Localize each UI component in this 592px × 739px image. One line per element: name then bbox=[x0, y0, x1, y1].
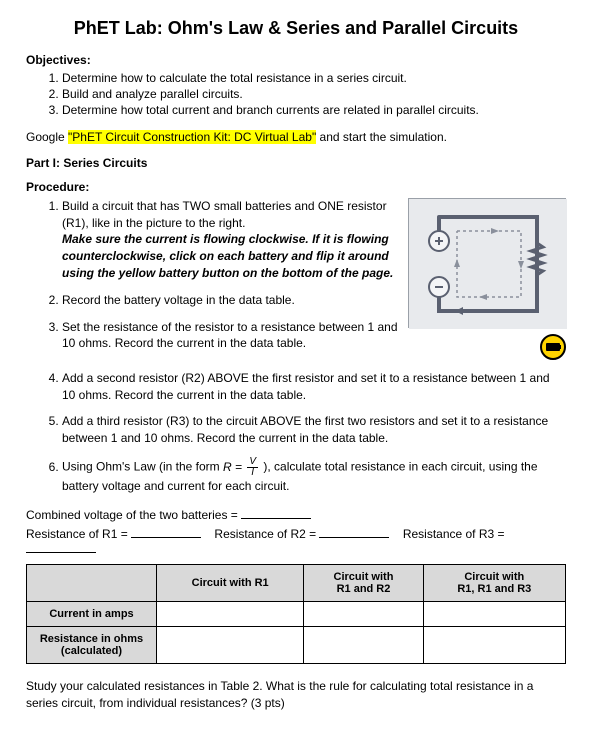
page-title: PhET Lab: Ohm's Law & Series and Paralle… bbox=[26, 18, 566, 39]
text: Circuit with bbox=[464, 571, 524, 583]
col-header: Circuit with R1 bbox=[157, 564, 304, 601]
table-cell bbox=[423, 601, 565, 626]
table-cell bbox=[304, 626, 423, 663]
text: Circuit with bbox=[334, 571, 394, 583]
list-item: Using Ohm's Law (in the form R = VI ), c… bbox=[62, 457, 566, 495]
circuit-figure bbox=[408, 198, 566, 328]
formula-lhs: R = bbox=[223, 460, 245, 474]
table-cell bbox=[157, 601, 304, 626]
circuit-figure-wrap bbox=[408, 198, 566, 360]
google-instruction: Google "PhET Circuit Construction Kit: D… bbox=[26, 129, 566, 146]
label: Resistance of R2 = bbox=[214, 527, 316, 541]
study-question: Study your calculated resistances in Tab… bbox=[26, 678, 566, 712]
label: Resistance of R3 = bbox=[403, 527, 505, 541]
table-row: Resistance in ohms (calculated) bbox=[27, 626, 566, 663]
list-item: Add a third resistor (R3) to the circuit… bbox=[62, 413, 566, 447]
circuit-svg bbox=[409, 199, 567, 329]
text: (calculated) bbox=[61, 645, 122, 657]
label: Combined voltage of the two batteries = bbox=[26, 508, 238, 522]
row-header: Resistance in ohms (calculated) bbox=[27, 626, 157, 663]
denominator: I bbox=[247, 468, 258, 478]
data-table: Circuit with R1 Circuit with R1 and R2 C… bbox=[26, 564, 566, 664]
table-cell bbox=[157, 626, 304, 663]
table-cell bbox=[423, 626, 565, 663]
objectives-heading: Objectives: bbox=[26, 53, 566, 67]
procedure-list-cont: Add a second resistor (R2) ABOVE the fir… bbox=[26, 370, 566, 495]
battery-button-icon bbox=[540, 334, 566, 360]
table-row: Current in amps bbox=[27, 601, 566, 626]
col-header: Circuit with R1 and R2 bbox=[304, 564, 423, 601]
procedure-heading: Procedure: bbox=[26, 180, 566, 194]
text: Resistance in ohms bbox=[40, 633, 143, 645]
text: Google bbox=[26, 130, 68, 144]
emphasis-text: Make sure the current is flowing clockwi… bbox=[62, 232, 393, 280]
text: Build a circuit that has TWO small batte… bbox=[62, 199, 387, 230]
fill-combined-voltage: Combined voltage of the two batteries = bbox=[26, 507, 566, 522]
col-header: Circuit with R1, R1 and R3 bbox=[423, 564, 565, 601]
list-item: Determine how total current and branch c… bbox=[62, 103, 566, 117]
blank-line bbox=[26, 541, 96, 553]
list-item: Determine how to calculate the total res… bbox=[62, 71, 566, 85]
objectives-list: Determine how to calculate the total res… bbox=[26, 71, 566, 117]
row-header: Current in amps bbox=[27, 601, 157, 626]
blank-line bbox=[319, 526, 389, 538]
text: R1 and R2 bbox=[337, 583, 391, 595]
table-cell bbox=[304, 601, 423, 626]
text: Using Ohm's Law (in the form bbox=[62, 460, 223, 474]
list-item: Add a second resistor (R2) ABOVE the fir… bbox=[62, 370, 566, 404]
highlighted-text: "PhET Circuit Construction Kit: DC Virtu… bbox=[68, 130, 316, 144]
blank-line bbox=[241, 507, 311, 519]
text: and start the simulation. bbox=[316, 130, 447, 144]
formula: R = VI bbox=[223, 460, 263, 474]
text: R1, R1 and R3 bbox=[457, 583, 531, 595]
part1-heading: Part I: Series Circuits bbox=[26, 156, 566, 170]
fill-resistances: Resistance of R1 = Resistance of R2 = Re… bbox=[26, 526, 566, 556]
blank-line bbox=[131, 526, 201, 538]
label: Resistance of R1 = bbox=[26, 527, 128, 541]
table-corner bbox=[27, 564, 157, 601]
list-item: Build and analyze parallel circuits. bbox=[62, 87, 566, 101]
fraction: VI bbox=[247, 457, 258, 478]
